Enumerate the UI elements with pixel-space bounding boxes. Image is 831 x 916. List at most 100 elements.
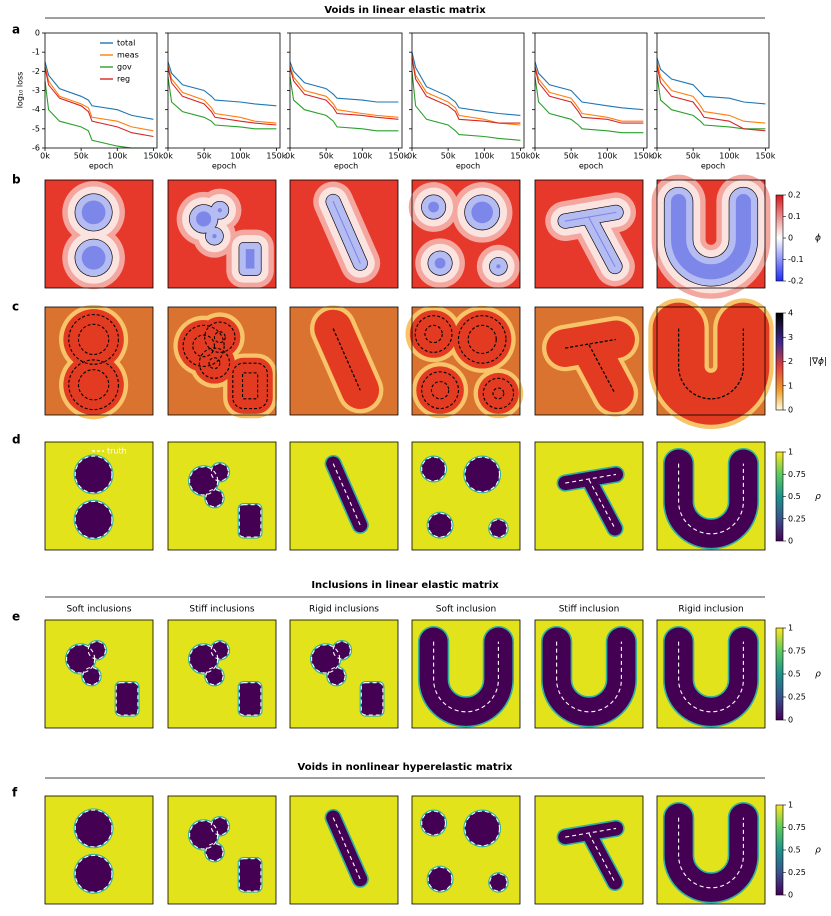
field-region: [233, 363, 268, 408]
x-tick-label: 150k: [510, 152, 530, 161]
field-region: [652, 302, 770, 425]
field-region: [589, 834, 615, 883]
field-frame: [289, 441, 399, 551]
panel-letter: e: [12, 610, 20, 624]
loss-line: [289, 77, 399, 132]
column-title: Stiff inclusions: [189, 605, 255, 615]
field-region: [557, 642, 622, 712]
field-region: [333, 464, 360, 526]
field-region: [671, 194, 751, 280]
field-shapes: [565, 828, 616, 882]
loss-line: [411, 57, 521, 124]
field-region: [75, 456, 112, 493]
field-frame: [44, 619, 154, 729]
field-frame: [411, 619, 521, 729]
field-region: [422, 811, 446, 835]
field-region: [81, 200, 106, 225]
section-title: Inclusions in linear elastic matrix: [311, 580, 499, 591]
field-shapes: [406, 306, 524, 418]
loss-line: [534, 67, 644, 124]
legend-label: meas: [117, 51, 139, 60]
field-shapes: [545, 192, 636, 287]
loss-line: [534, 77, 644, 134]
field-region: [189, 466, 218, 495]
field-frame: [534, 179, 644, 289]
plot-frame: [167, 32, 281, 149]
x-axis-label: epoch: [212, 162, 236, 171]
column-title: Rigid inclusion: [678, 605, 743, 615]
field-frame: [411, 179, 521, 289]
colorbar-tick-label: 0.5: [788, 492, 801, 501]
colorbar-label: ρ: [815, 670, 821, 680]
x-tick-label: 50k: [564, 152, 579, 161]
field-region: [205, 667, 224, 685]
field-shapes: [679, 801, 744, 888]
column-title: Soft inclusions: [66, 605, 131, 615]
field-frame: [44, 795, 154, 905]
field-region: [589, 480, 615, 529]
field-frame: [289, 179, 399, 289]
loss-line: [656, 61, 766, 124]
field-region: [425, 325, 442, 342]
colorbar-tick-label: 0: [788, 537, 793, 546]
loss-line: [44, 67, 154, 138]
field-region: [211, 641, 229, 659]
y-tick-label: 0: [35, 29, 40, 38]
field-region: [75, 501, 112, 538]
field-region: [434, 257, 446, 269]
field-region: [243, 373, 258, 399]
field-frame: [411, 441, 521, 551]
field-region: [679, 642, 744, 712]
field-region: [679, 818, 744, 888]
field-region: [217, 208, 222, 213]
field-region: [421, 457, 446, 481]
colorbar-tick-label: -0.2: [788, 277, 804, 286]
field-region: [205, 843, 224, 861]
x-tick-label: 150k: [755, 152, 775, 161]
column-title: Stiff inclusion: [559, 605, 620, 615]
field-shapes: [652, 298, 770, 425]
field-shapes: [310, 640, 385, 717]
field-frame: [534, 441, 644, 551]
y-tick-label: -4: [32, 105, 40, 114]
section-title: Voids in nonlinear hyperelastic matrix: [298, 762, 513, 773]
column-title: Rigid inclusions: [309, 605, 379, 615]
field-region: [565, 474, 616, 483]
field-frame: [534, 306, 644, 416]
field-region: [409, 310, 458, 358]
legend-label: gov: [117, 63, 132, 72]
field-region: [496, 264, 501, 269]
field-region: [209, 358, 220, 369]
field-region: [211, 463, 229, 481]
field-region: [82, 667, 101, 685]
colorbar-tick-label: 1: [788, 448, 793, 457]
loss-line: [167, 65, 277, 124]
field-region: [422, 457, 446, 481]
plot-frame: [534, 32, 648, 149]
field-region: [361, 682, 383, 716]
panel-letter: c: [12, 300, 19, 314]
legend-label: total: [117, 39, 135, 48]
colorbar-label: ρ: [815, 846, 821, 856]
field-frame: [411, 795, 521, 905]
x-tick-label: 50k: [74, 152, 89, 161]
x-axis-label: epoch: [334, 162, 358, 171]
y-tick-label: -1: [32, 48, 40, 57]
loss-line: [656, 75, 766, 130]
field-region: [245, 249, 255, 269]
loss-line: [289, 65, 399, 118]
field-region: [81, 245, 106, 270]
x-tick-label: 0k: [652, 152, 662, 161]
field-frame: [534, 619, 644, 729]
colorbar: [775, 804, 784, 896]
field-region: [422, 372, 459, 409]
colorbar-tick-label: 0.75: [788, 647, 806, 656]
field-region: [415, 316, 452, 353]
field-region: [239, 504, 261, 538]
field-region: [63, 309, 124, 370]
field-region: [75, 810, 112, 847]
loss-line: [289, 61, 399, 103]
field-frame: [656, 179, 766, 289]
field-region: [227, 357, 273, 414]
loss-line: [534, 65, 644, 122]
